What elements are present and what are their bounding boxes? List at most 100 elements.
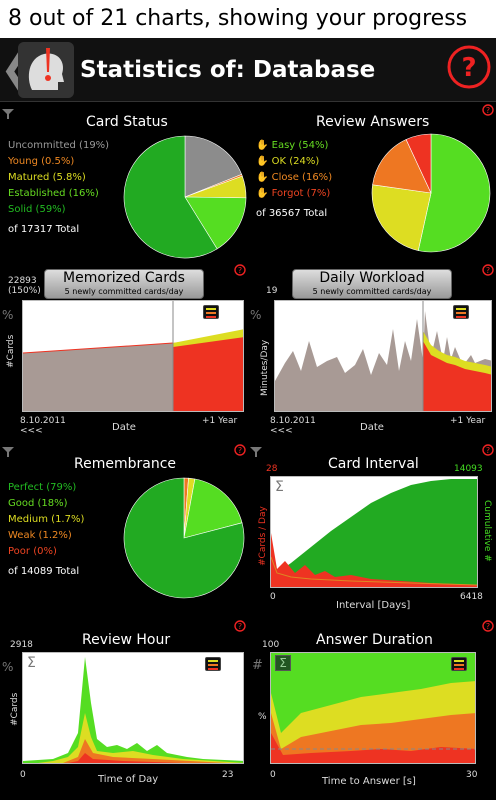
- legend-item: ✋ OK (24%): [256, 156, 320, 167]
- pie-slice: [372, 139, 432, 194]
- answer-duration-chart[interactable]: Σ: [270, 652, 476, 764]
- app-bar: ❮ Statistics of: Database ?: [0, 38, 496, 102]
- card-status-panel: Card Status Uncommitted (19%) Young (0.5…: [0, 104, 248, 264]
- chart-menu-icon[interactable]: [451, 657, 467, 671]
- remembrance-pie[interactable]: [122, 476, 246, 600]
- memorized-ymax: 22893: [8, 276, 37, 286]
- card-status-title: Card Status: [86, 114, 168, 130]
- memorized-prev-link[interactable]: <<<: [20, 426, 43, 436]
- legend-item: ✋ Close (16%): [256, 172, 333, 183]
- legend-item: ✋ Forgot (7%): [256, 188, 331, 199]
- pie-slice: [123, 135, 218, 259]
- pie-slice: [183, 478, 243, 539]
- memorized-cards-button[interactable]: Memorized Cards 5 newly committed cards/…: [44, 269, 204, 299]
- remembrance-title: Remembrance: [74, 456, 177, 472]
- answer-duration-xstart: 0: [270, 770, 276, 780]
- help-small-icon[interactable]: ?: [234, 620, 246, 632]
- workload-chart[interactable]: [274, 300, 492, 412]
- workload-ylabel: Minutes/Day: [260, 339, 270, 396]
- percent-icon[interactable]: %: [250, 308, 262, 322]
- help-icon[interactable]: ?: [446, 44, 492, 90]
- filter-icon[interactable]: [250, 446, 262, 458]
- pie-slice: [405, 133, 432, 194]
- daily-workload-button[interactable]: Daily Workload 5 newly committed cards/d…: [292, 269, 452, 299]
- memorized-ylabel: #Cards: [6, 334, 16, 368]
- pie-slice: [123, 477, 245, 599]
- answer-duration-ylabel: %: [258, 712, 267, 722]
- head-logo-icon: [18, 42, 74, 98]
- interval-yleft-max: 28: [266, 464, 278, 474]
- legend-item: Good (18%): [8, 498, 68, 509]
- chart-menu-icon[interactable]: [453, 305, 469, 319]
- interval-yright-label: Cumulative #: [482, 500, 492, 562]
- answer-duration-panel: ? Answer Duration 100 # % Σ 0 Time to An…: [248, 616, 496, 800]
- pie-slice: [184, 196, 247, 250]
- review-answers-pie[interactable]: [370, 132, 492, 254]
- answer-duration-ymax: 100: [262, 640, 280, 650]
- remembrance-panel: ? Remembrance Perfect (79%) Good (18%) M…: [0, 440, 248, 600]
- svg-text:?: ?: [486, 446, 490, 455]
- help-small-icon[interactable]: ?: [482, 620, 494, 632]
- card-status-legend: Uncommitted (19%) Young (0.5%) Matured (…: [8, 138, 109, 218]
- workload-xlabel: Date: [360, 422, 384, 433]
- interval-yright-max: 14093: [454, 464, 483, 474]
- workload-xend: +1 Year: [450, 416, 486, 426]
- forecast-area: [173, 333, 243, 411]
- memorized-chart[interactable]: [22, 300, 244, 412]
- filter-icon[interactable]: [2, 446, 14, 458]
- help-small-icon[interactable]: ?: [234, 264, 246, 276]
- svg-text:?: ?: [238, 446, 242, 455]
- legend-item: Poor (0%): [8, 546, 57, 557]
- pie-slice: [417, 133, 491, 253]
- svg-text:?: ?: [238, 622, 242, 631]
- workload-xstart: 8.10.2011: [270, 416, 316, 426]
- memorized-xend: +1 Year: [202, 416, 238, 426]
- review-hour-chart[interactable]: Σ: [22, 652, 244, 764]
- interval-xlabel: Interval [Days]: [336, 600, 411, 611]
- hash-icon[interactable]: #: [252, 658, 263, 673]
- workload-prev-link[interactable]: <<<: [270, 426, 293, 436]
- remembrance-legend: Perfect (79%) Good (18%) Medium (1.7%) W…: [8, 480, 84, 560]
- sum-icon[interactable]: Σ: [275, 655, 291, 671]
- hand-up-icon: ✋: [256, 140, 269, 151]
- help-small-icon[interactable]: ?: [482, 264, 494, 276]
- memorized-xstart: 8.10.2011: [20, 416, 66, 426]
- sum-icon[interactable]: Σ: [27, 655, 36, 671]
- interval-yleft-label: #Cards / Day: [258, 506, 268, 566]
- memorized-xlabel: Date: [112, 422, 136, 433]
- daily-workload-panel: 19 Daily Workload 5 newly committed card…: [248, 264, 496, 440]
- help-small-icon[interactable]: ?: [234, 444, 246, 456]
- memorized-cards-panel: 22893 (150%) Memorized Cards 5 newly com…: [0, 264, 248, 440]
- card-status-pie[interactable]: [122, 134, 248, 260]
- interval-chart[interactable]: Σ: [270, 476, 478, 588]
- review-answers-title: Review Answers: [316, 114, 430, 130]
- legend-item: Matured (5.8%): [8, 172, 86, 183]
- help-small-icon[interactable]: ?: [482, 104, 494, 116]
- chart-menu-icon[interactable]: [205, 657, 221, 671]
- svg-text:?: ?: [486, 106, 490, 115]
- chart-menu-icon[interactable]: [203, 305, 219, 319]
- svg-text:?: ?: [486, 266, 490, 275]
- legend-item: ✋ Easy (54%): [256, 140, 329, 151]
- memorized-ypct: (150%): [8, 286, 41, 296]
- review-hour-ylabel: #Cards: [10, 692, 20, 726]
- legend-item: Medium (1.7%): [8, 514, 85, 525]
- sum-icon[interactable]: Σ: [275, 479, 284, 495]
- review-hour-xlabel: Time of Day: [98, 774, 159, 785]
- legend-item: Solid (59%): [8, 204, 66, 215]
- filter-icon[interactable]: [2, 108, 14, 120]
- review-hour-ymax: 2918: [10, 640, 33, 650]
- app-logo[interactable]: [18, 42, 74, 98]
- hand-down-icon: ✋: [256, 188, 269, 199]
- percent-icon[interactable]: %: [2, 660, 14, 674]
- review-answers-total: of 36567 Total: [256, 208, 328, 219]
- review-hour-title: Review Hour: [82, 632, 171, 648]
- percent-icon[interactable]: %: [2, 308, 14, 322]
- legend-item: Established (16%): [8, 188, 99, 199]
- help-small-icon[interactable]: ?: [482, 444, 494, 456]
- card-interval-title: Card Interval: [328, 456, 419, 472]
- card-status-total: of 17317 Total: [8, 224, 80, 235]
- review-answers-panel: ? Review Answers ✋ Easy (54%) ✋ OK (24%)…: [248, 104, 496, 264]
- legend-item: Young (0.5%): [8, 156, 75, 167]
- remembrance-total: of 14089 Total: [8, 566, 80, 577]
